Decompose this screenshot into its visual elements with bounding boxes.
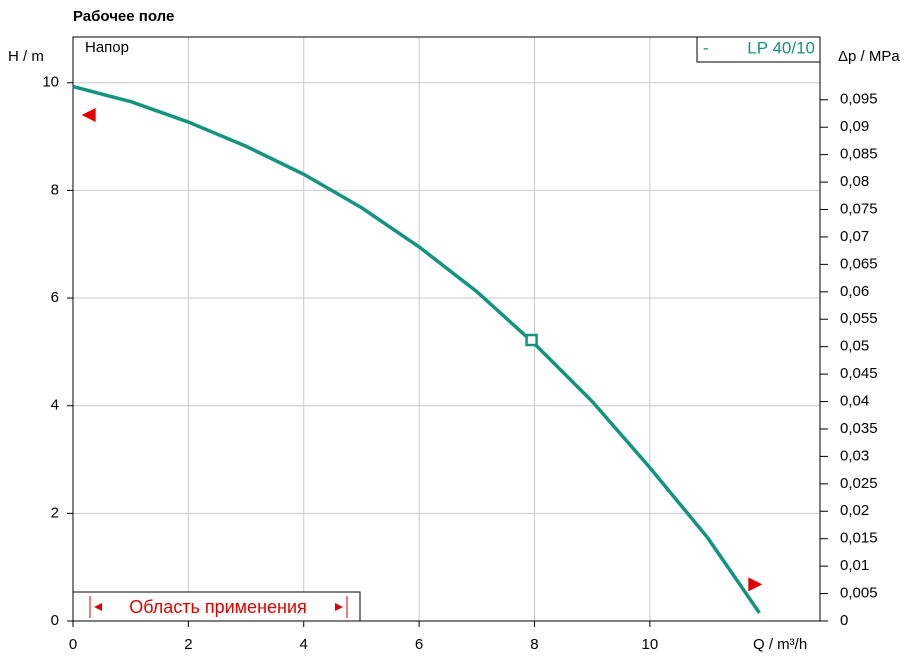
legend-entry: LP 40/10	[747, 38, 815, 57]
y2-tick-label: 0,04	[840, 393, 869, 410]
range-marker	[748, 577, 763, 592]
y2-tick-label: 0,035	[840, 420, 878, 437]
y2-tick-label: 0,08	[840, 173, 869, 190]
y2-tick-label: 0,01	[840, 557, 869, 574]
y2-tick-label: 0	[840, 612, 848, 629]
curve	[72, 84, 761, 614]
x-axis-label: Q / m³/h	[753, 636, 807, 653]
y-tick-label: 8	[51, 181, 59, 198]
y-tick-label: 2	[51, 504, 59, 521]
range-box	[72, 591, 361, 622]
x-tick-label: 2	[184, 636, 192, 653]
x-tick-label: 10	[641, 636, 658, 653]
y-tick-label: 4	[51, 397, 59, 414]
y2-tick-label: 0,075	[840, 200, 878, 217]
operating-point	[525, 333, 538, 347]
y-tick-label: 10	[42, 74, 59, 91]
y2-tick-label: 0,09	[840, 118, 869, 135]
y-tick-label: 6	[51, 289, 59, 306]
y2-tick-label: 0,02	[840, 502, 869, 519]
y2-tick-label: 0,07	[840, 228, 869, 245]
y2-tick-label: 0,055	[840, 310, 878, 327]
y2-tick-label: 0,03	[840, 447, 869, 464]
x-tick-label: 4	[300, 636, 308, 653]
legend-box	[696, 36, 821, 63]
plot-frame	[72, 36, 821, 622]
y2-tick-label: 0,065	[840, 255, 878, 272]
y2-tick-label: 0,045	[840, 365, 878, 382]
range-marker	[81, 108, 96, 123]
y2-tick-label: 0,05	[840, 338, 869, 355]
y2-tick-label: 0,085	[840, 146, 878, 163]
range-arrow	[94, 603, 102, 611]
y2-tick-label: 0,005	[840, 585, 878, 602]
range-arrow	[335, 603, 343, 611]
x-tick-label: 0	[69, 636, 77, 653]
x-tick-label: 8	[530, 636, 538, 653]
annotation: Напор	[85, 39, 129, 56]
range-label: Область применения	[129, 597, 307, 617]
chart-title: Рабочее поле	[73, 8, 174, 25]
y-axis-label: H / m	[8, 48, 44, 65]
x-tick-label: 6	[415, 636, 423, 653]
y2-tick-label: 0,095	[840, 91, 878, 108]
y2-tick-label: 0,015	[840, 530, 878, 547]
y-tick-label: 0	[51, 612, 59, 629]
legend-marker: -	[703, 38, 709, 57]
y2-tick-label: 0,025	[840, 475, 878, 492]
y2-tick-label: 0,06	[840, 283, 869, 300]
y2-axis-label: Δp / MPa	[838, 48, 900, 65]
